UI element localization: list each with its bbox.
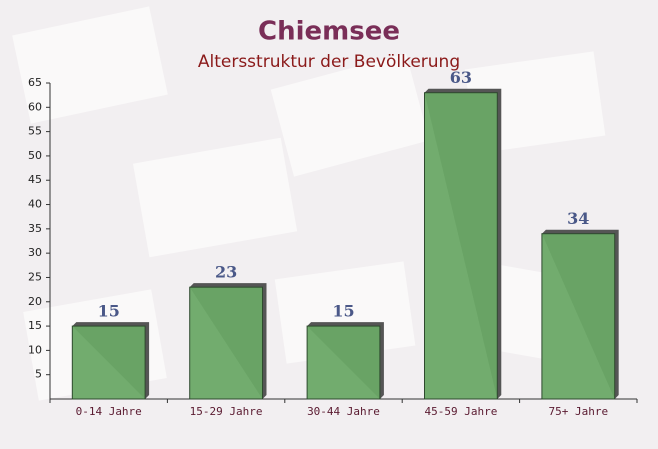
y-tick-label: 35 xyxy=(28,222,42,235)
y-tick-label: 5 xyxy=(35,368,42,381)
x-tick-label: 30-44 Jahre xyxy=(307,405,380,418)
value-label: 15 xyxy=(332,302,354,321)
y-tick-label: 10 xyxy=(28,343,42,356)
y-tick-label: 55 xyxy=(28,125,42,138)
bar xyxy=(541,233,616,400)
value-label: 34 xyxy=(567,209,589,228)
y-tick-label: 30 xyxy=(28,246,42,259)
bar xyxy=(71,325,146,400)
x-tick-label: 45-59 Jahre xyxy=(424,405,497,418)
y-tick-label: 20 xyxy=(28,295,42,308)
y-tick-label: 65 xyxy=(28,76,42,89)
chart-subtitle: Altersstruktur der Bevölkerung xyxy=(198,52,460,72)
value-label: 15 xyxy=(98,302,120,321)
y-tick-label: 15 xyxy=(28,319,42,332)
y-tick-label: 25 xyxy=(28,270,42,283)
y-tick-label: 40 xyxy=(28,198,42,211)
value-label: 23 xyxy=(215,263,237,282)
value-label: 63 xyxy=(450,68,472,87)
y-tick-label: 60 xyxy=(28,100,42,113)
x-tick-label: 75+ Jahre xyxy=(548,405,608,418)
x-tick-label: 15-29 Jahre xyxy=(190,405,263,418)
x-tick-label: 0-14 Jahre xyxy=(76,405,142,418)
bar xyxy=(189,286,263,400)
bar xyxy=(424,92,498,400)
chart-title: Chiemsee xyxy=(258,17,400,47)
y-tick-label: 50 xyxy=(28,149,42,162)
bar xyxy=(306,325,381,400)
y-tick-label: 45 xyxy=(28,173,42,186)
